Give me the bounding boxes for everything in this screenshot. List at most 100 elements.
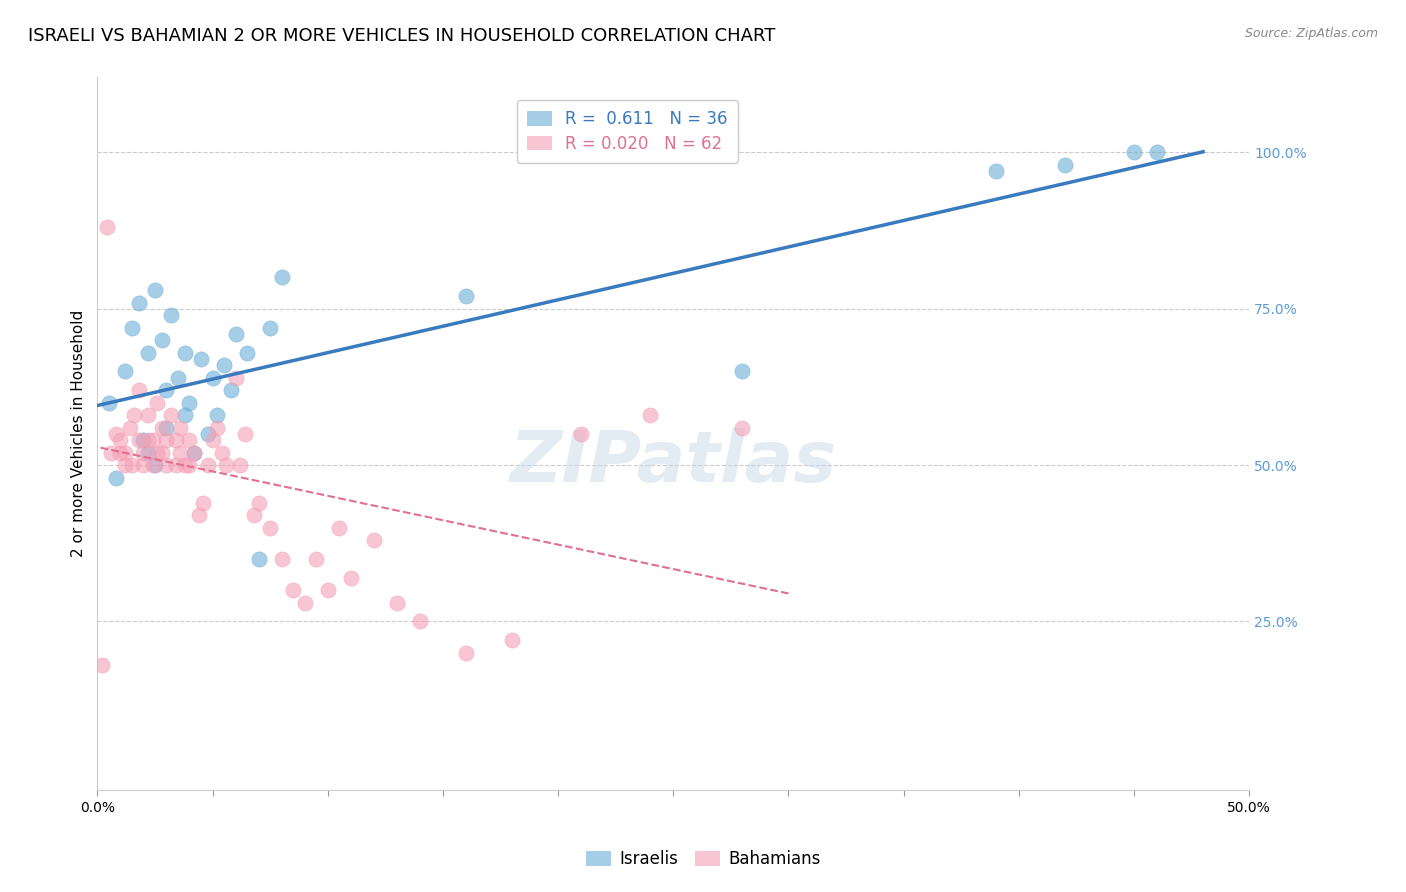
Text: Source: ZipAtlas.com: Source: ZipAtlas.com [1244,27,1378,40]
Point [110,433,132,447]
Point [173,345,195,359]
Point [187,508,209,522]
Point [205,408,228,422]
Point [201,433,224,447]
Point [169,445,191,459]
Point [183,445,205,459]
Point [211,445,233,459]
Point [225,326,247,341]
Point [91,658,114,673]
Point [190,351,212,366]
Point [136,433,159,447]
Point [328,520,350,534]
Point [110,445,132,459]
Point [143,283,166,297]
Point [132,458,155,472]
Y-axis label: 2 or more Vehicles in Household: 2 or more Vehicles in Household [72,310,86,558]
Point [179,458,201,472]
Point [201,370,224,384]
Point [122,408,145,422]
Point [225,370,247,384]
Point [731,364,754,378]
Point [259,520,281,534]
Point [270,551,292,566]
Point [165,433,187,447]
Point [128,383,150,397]
Point [731,420,754,434]
Point [143,458,166,472]
Point [1123,145,1146,160]
Point [132,433,155,447]
Point [247,495,270,509]
Text: ISRAELI VS BAHAMIAN 2 OR MORE VEHICLES IN HOUSEHOLD CORRELATION CHART: ISRAELI VS BAHAMIAN 2 OR MORE VEHICLES I… [28,27,776,45]
Point [160,308,183,322]
Point [569,426,592,441]
Point [179,395,201,409]
Point [160,408,183,422]
Point [173,458,195,472]
Point [169,420,191,434]
Point [104,470,127,484]
Point [96,220,118,235]
Point [243,508,266,522]
Point [363,533,385,547]
Point [215,458,238,472]
Point [155,433,177,447]
Point [183,445,205,459]
Point [104,426,127,441]
Point [97,395,120,409]
Point [155,458,177,472]
Point [118,420,141,434]
Point [142,458,165,472]
Point [205,420,228,434]
Point [193,495,215,509]
Point [128,295,150,310]
Point [155,420,177,434]
Point [136,445,159,459]
Point [121,320,143,334]
Point [167,370,190,384]
Point [100,445,122,459]
Point [132,445,155,459]
Text: ZIPatlas: ZIPatlas [509,428,837,497]
Point [150,445,173,459]
Point [136,408,159,422]
Point [283,583,305,598]
Point [339,571,361,585]
Point [1053,158,1076,172]
Point [197,458,219,472]
Point [146,445,169,459]
Point [128,433,150,447]
Point [305,551,328,566]
Point [501,633,523,648]
Point [316,583,339,598]
Point [236,345,259,359]
Point [247,551,270,566]
Point [146,395,169,409]
Point [454,289,477,303]
Point [179,433,201,447]
Point [233,426,256,441]
Point [136,345,159,359]
Legend: Israelis, Bahamians: Israelis, Bahamians [579,844,827,875]
Point [114,364,136,378]
Point [638,408,661,422]
Point [114,445,136,459]
Point [385,596,408,610]
Point [1146,145,1168,160]
Point [155,383,177,397]
Point [409,615,432,629]
Point [259,320,281,334]
Point [165,458,187,472]
Point [114,458,136,472]
Point [212,358,235,372]
Point [219,383,242,397]
Point [121,458,143,472]
Point [229,458,252,472]
Legend: R =  0.611   N = 36, R = 0.020   N = 62: R = 0.611 N = 36, R = 0.020 N = 62 [517,100,738,162]
Point [150,420,173,434]
Point [173,408,195,422]
Point [984,164,1007,178]
Point [142,433,165,447]
Point [454,646,477,660]
